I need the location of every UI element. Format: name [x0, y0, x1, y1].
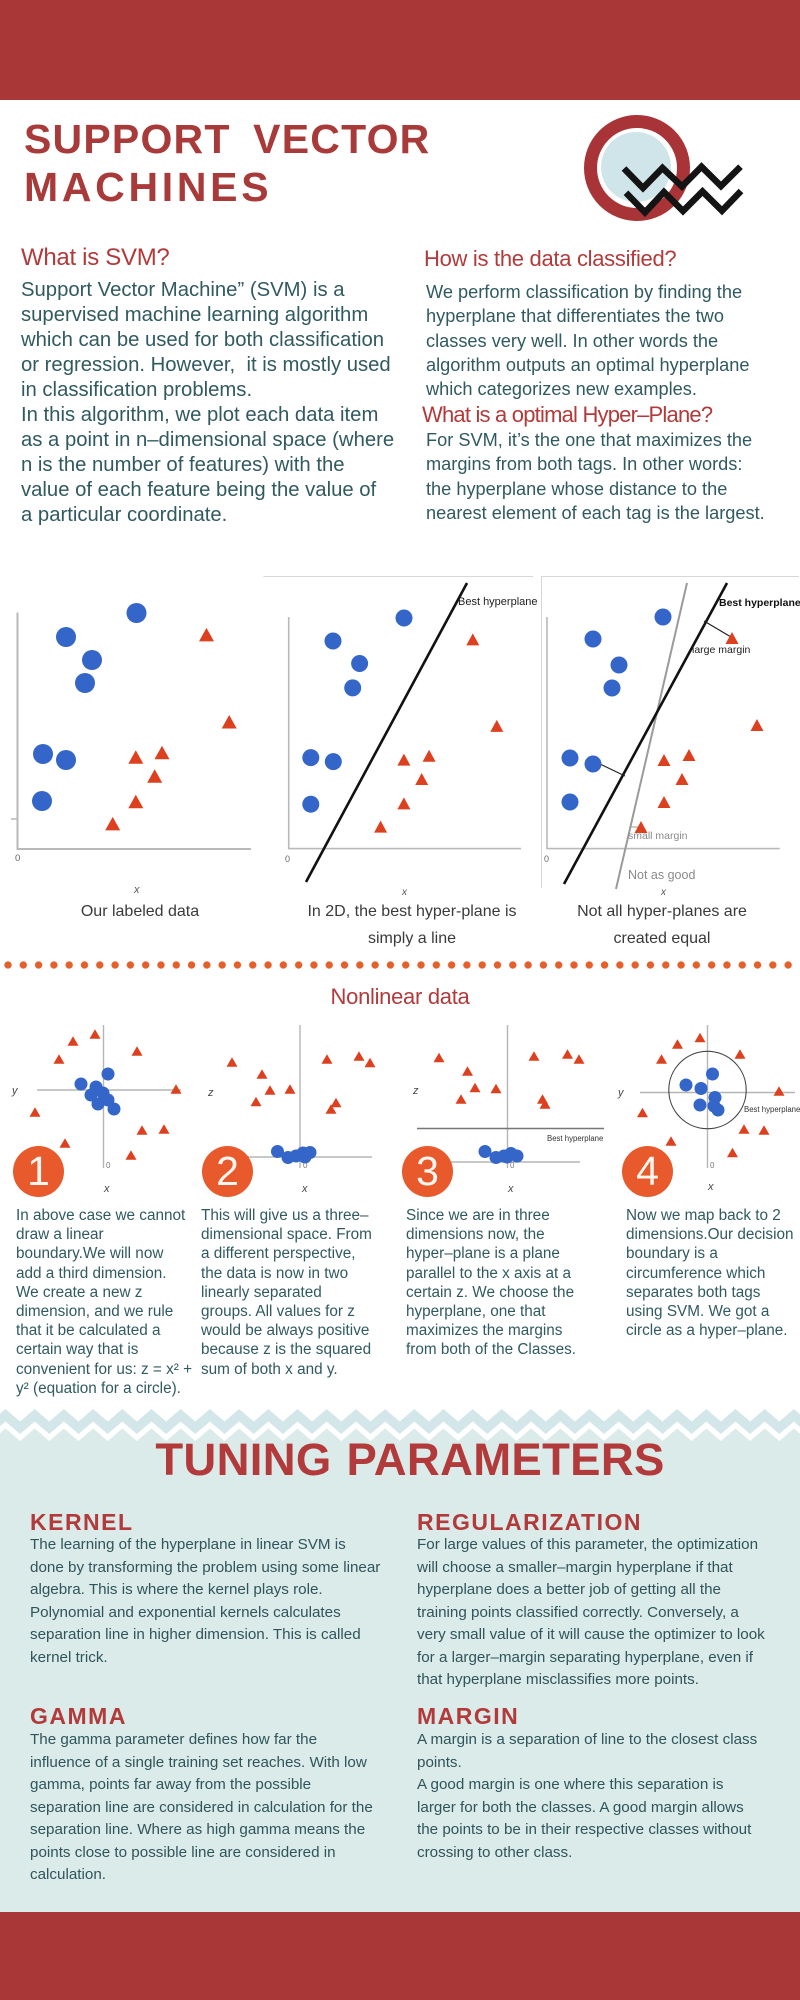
- svg-text:x: x: [707, 1181, 714, 1193]
- svg-text:y: y: [617, 1087, 625, 1099]
- svg-text:0: 0: [710, 1161, 715, 1170]
- svg-text:x: x: [660, 887, 667, 898]
- svg-text:0: 0: [106, 1161, 111, 1170]
- svg-text:Best hyperplane: Best hyperplane: [744, 1105, 800, 1114]
- svg-text:x: x: [133, 884, 140, 896]
- svg-text:x: x: [507, 1183, 514, 1195]
- svg-text:0: 0: [544, 854, 549, 864]
- svg-text:Not as good: Not as good: [628, 868, 695, 882]
- svg-text:x: x: [301, 1183, 308, 1195]
- svg-text:y: y: [11, 1085, 19, 1097]
- svg-text:Best hyperplane: Best hyperplane: [458, 596, 538, 608]
- svg-text:x: x: [401, 887, 408, 898]
- svg-text:Best hyperplane: Best hyperplane: [719, 597, 800, 609]
- svg-text:0: 0: [285, 854, 290, 864]
- svg-text:0: 0: [303, 1161, 308, 1170]
- svg-text:x: x: [103, 1183, 110, 1195]
- svg-text:z: z: [207, 1087, 214, 1099]
- svg-text:0: 0: [15, 853, 20, 864]
- svg-text:Best hyperplane: Best hyperplane: [547, 1134, 603, 1143]
- svg-text:large margin: large margin: [692, 644, 751, 656]
- svg-text:z: z: [412, 1085, 419, 1097]
- svg-text:0: 0: [510, 1161, 515, 1170]
